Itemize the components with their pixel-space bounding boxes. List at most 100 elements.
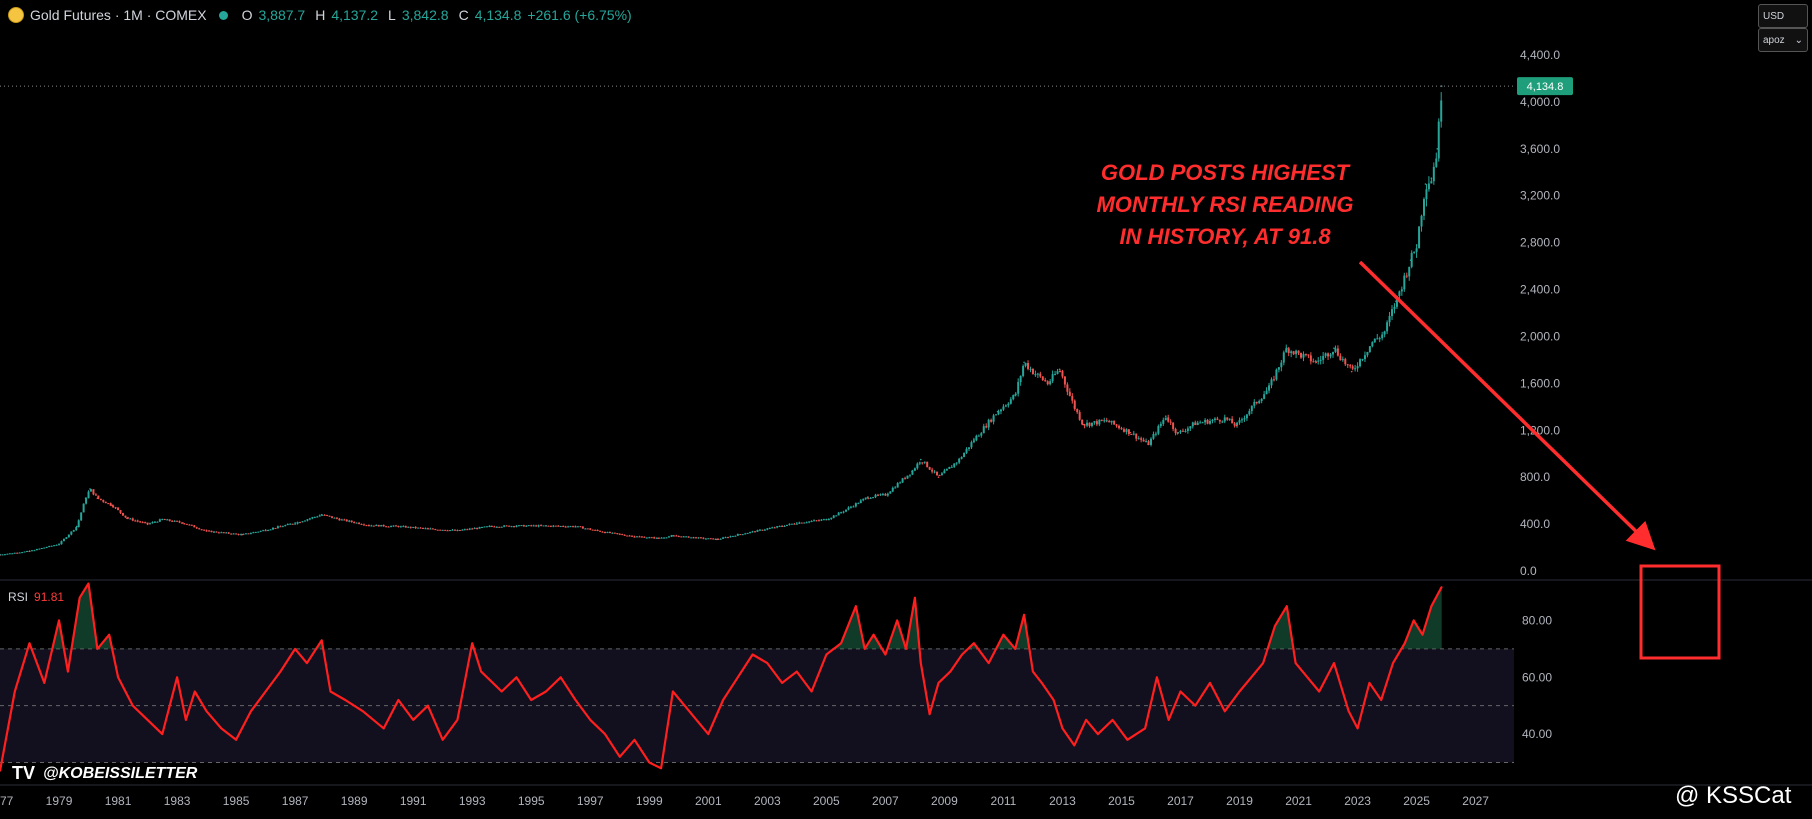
rsi-point <box>250 710 252 713</box>
candle-body <box>1400 289 1403 292</box>
candle-body <box>237 533 240 535</box>
rsi-point <box>1179 690 1182 693</box>
candle-body <box>569 526 572 528</box>
candle-body <box>677 536 680 538</box>
candle-body <box>1327 353 1330 357</box>
candle-body <box>67 534 70 538</box>
watermark: TV @KOBEISSILETTER <box>12 763 197 784</box>
price-point <box>1058 368 1061 371</box>
price-point <box>1424 183 1427 185</box>
rsi-point <box>559 676 562 679</box>
candle-body <box>419 527 422 529</box>
time-axis-tick: 1991 <box>400 794 427 808</box>
candle-body <box>513 526 516 528</box>
candle-body <box>663 537 666 539</box>
candle-body <box>1110 420 1113 423</box>
candle-body <box>552 525 555 527</box>
candle-body <box>761 529 764 531</box>
candle-body <box>1086 422 1089 426</box>
candle-body <box>1287 348 1290 354</box>
chevron-down-icon: ⌄ <box>1794 34 1803 46</box>
candle-body <box>918 462 921 464</box>
candle-body <box>783 525 786 527</box>
candle-body <box>163 519 166 521</box>
candle-body <box>481 526 484 528</box>
candle-body <box>94 494 97 496</box>
candle-body <box>613 532 616 534</box>
candle-body <box>1238 420 1241 423</box>
candle-body <box>1100 419 1103 421</box>
candle-body <box>1034 374 1037 376</box>
candle-body <box>422 527 425 529</box>
candle-body <box>726 537 729 539</box>
candle-body <box>65 537 68 539</box>
candle-body <box>1378 338 1381 340</box>
candle-body <box>958 458 961 463</box>
symbol-legend: Gold Futures · 1M · COMEX O 3,887.7 H 4,13… <box>8 7 632 23</box>
candle-body <box>1437 121 1440 159</box>
price-point <box>633 535 636 538</box>
candle-body <box>862 498 865 501</box>
candle-body <box>517 525 520 527</box>
candle-body <box>87 491 90 499</box>
candle-body <box>690 537 693 539</box>
rsi-point <box>382 727 385 730</box>
candle-body <box>879 494 882 496</box>
candle-body <box>463 529 466 531</box>
candle-body <box>429 528 432 530</box>
candle-body <box>306 519 309 521</box>
symbol-title[interactable]: Gold Futures · 1M · COMEX <box>30 7 207 23</box>
candle-body <box>321 514 324 516</box>
unit-selector[interactable]: apoz ⌄ <box>1758 28 1808 52</box>
candle-body <box>151 522 154 524</box>
candle-body <box>274 527 277 529</box>
candle-body <box>1221 421 1224 423</box>
rsi-point <box>1306 676 1309 679</box>
candle-body <box>1120 428 1123 430</box>
candle-body <box>117 507 120 511</box>
candle-body <box>121 512 124 516</box>
price-point <box>427 527 429 530</box>
candle-body <box>931 469 934 472</box>
candle-body <box>1061 370 1064 377</box>
price-axis-tick: 3,600.0 <box>1520 142 1560 156</box>
candle-body <box>458 529 461 531</box>
candle-body <box>1398 291 1401 297</box>
candle-body <box>1270 379 1273 386</box>
candle-body <box>102 499 105 502</box>
rsi-label[interactable]: RSI <box>8 590 29 604</box>
rsi-point <box>1156 676 1158 679</box>
candle-body <box>1174 428 1177 434</box>
candle-body <box>200 529 203 531</box>
candle-body <box>1408 266 1411 277</box>
price-point <box>1297 353 1300 355</box>
candle-body <box>1304 354 1307 356</box>
rsi-point <box>1111 719 1114 721</box>
candle-body <box>837 512 840 516</box>
candle-body <box>805 522 808 524</box>
candle-body <box>1381 334 1384 339</box>
currency-selector[interactable]: USD <box>1758 4 1808 28</box>
candle-body <box>1098 419 1101 425</box>
candle-body <box>308 518 311 520</box>
rsi-point <box>1404 642 1406 644</box>
candle-body <box>1265 390 1268 395</box>
price-point <box>320 513 323 516</box>
rsi-point <box>264 690 267 693</box>
price-point <box>716 538 718 541</box>
candle-body <box>854 503 857 507</box>
rsi-point <box>176 676 178 679</box>
price-axis-tick: 3,200.0 <box>1520 189 1560 203</box>
candle-body <box>940 473 943 476</box>
candle-body <box>1154 433 1157 435</box>
candle-body <box>881 493 884 495</box>
candle-body <box>572 526 575 528</box>
candle-body <box>392 525 395 527</box>
candle-body <box>699 537 702 539</box>
rsi-point <box>707 733 710 735</box>
candle-body <box>1302 354 1305 358</box>
candle-body <box>1049 381 1052 385</box>
rsi-point <box>1412 619 1415 622</box>
candle-body <box>124 515 127 518</box>
